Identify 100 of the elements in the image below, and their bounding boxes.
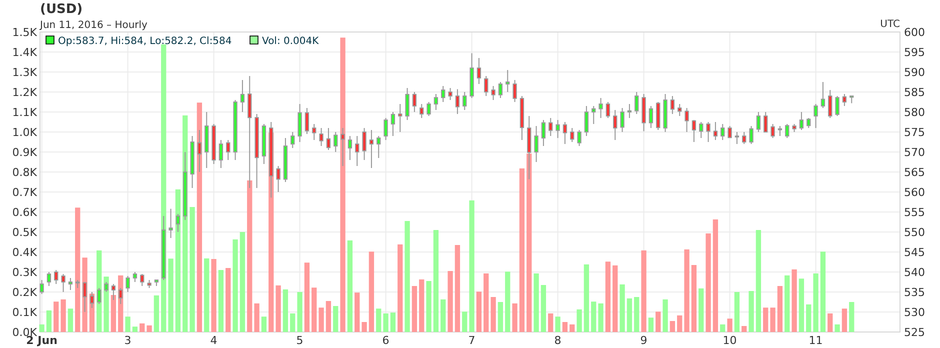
candlestick [68, 278, 73, 290]
candlestick [298, 104, 302, 142]
candlestick [348, 136, 352, 160]
candlestick [785, 124, 790, 138]
bar [548, 313, 554, 332]
bar [140, 323, 145, 332]
candlestick [734, 132, 740, 144]
chart-subtitle: Jun 11, 2016 – Hourly [39, 20, 148, 31]
x-tick-label: 8 [554, 334, 562, 347]
candlestick [326, 128, 331, 150]
bar [712, 219, 718, 332]
bar [154, 295, 160, 332]
candlestick [770, 124, 775, 138]
candlestick [512, 80, 517, 102]
bar [146, 325, 152, 332]
bar [828, 313, 833, 332]
candlestick [806, 118, 811, 128]
y-tick-label: 0.5K [12, 226, 38, 239]
bar [656, 312, 661, 332]
bar [46, 310, 52, 332]
candlestick [548, 118, 553, 136]
y-tick-label: 0.1K [12, 306, 38, 319]
candlestick [678, 104, 682, 116]
annotation: Vol: 0.004K [262, 36, 320, 47]
bar [792, 269, 797, 332]
candlestick [426, 102, 431, 116]
candlestick [218, 140, 224, 168]
bar [512, 303, 518, 332]
candlestick [606, 102, 610, 118]
bar [354, 292, 360, 332]
y2-tick-label: 535 [904, 286, 925, 299]
candlestick [40, 280, 44, 294]
candlestick [613, 110, 618, 140]
bar [555, 316, 560, 332]
y2-tick-label: 600 [904, 26, 925, 39]
bar [68, 308, 74, 332]
candlestick [434, 94, 438, 110]
bar [648, 318, 654, 332]
bar [347, 240, 353, 332]
candlestick [319, 128, 324, 146]
bar [440, 299, 446, 332]
bar [842, 308, 848, 332]
candlestick [276, 166, 280, 192]
candlestick [756, 112, 761, 132]
candlestick [484, 76, 488, 96]
candlestick [577, 130, 582, 146]
bar [748, 291, 754, 332]
bar [290, 313, 296, 332]
y-tick-label: 0.3K [12, 266, 38, 279]
candlestick [455, 88, 460, 114]
bar [368, 252, 374, 332]
y-tick-label: 0.4K [12, 246, 38, 259]
bar [806, 304, 812, 332]
candlestick [355, 136, 360, 166]
bar [254, 303, 260, 332]
x-tick-label: 5 [296, 334, 304, 347]
bar [54, 302, 59, 332]
candlestick [570, 128, 574, 142]
candlestick [197, 130, 202, 172]
candlestick [498, 82, 503, 98]
y2-tick-label: 530 [904, 306, 925, 319]
y-tick-label: 1.3K [12, 66, 38, 79]
bar [247, 180, 252, 332]
bar [412, 286, 418, 332]
x-tick-label: 9 [640, 334, 648, 347]
candlestick [828, 90, 832, 118]
bar [798, 278, 804, 332]
candlestick [713, 122, 718, 140]
x-tick-label: 10 [722, 334, 737, 347]
bar [383, 313, 388, 332]
candlestick [692, 120, 696, 142]
y2-tick-label: 570 [904, 146, 925, 159]
candlestick [742, 132, 746, 144]
candlestick [240, 80, 245, 112]
bar [75, 208, 80, 332]
candlestick [441, 86, 446, 102]
bar [433, 230, 439, 332]
bar [226, 268, 231, 332]
candlestick [334, 132, 338, 152]
bar [684, 249, 690, 332]
candlestick [476, 58, 482, 84]
candlestick [340, 128, 345, 166]
candlestick [362, 128, 366, 160]
bar [362, 322, 367, 332]
candlestick [620, 108, 624, 132]
bar [742, 326, 747, 332]
candlestick [764, 112, 768, 132]
bar [576, 309, 582, 332]
candlestick [376, 136, 381, 158]
bar [376, 308, 382, 332]
y2-tick-label: 595 [904, 46, 925, 59]
candlestick [54, 270, 58, 284]
candlestick [104, 282, 108, 292]
candlestick [390, 112, 396, 136]
bar [454, 245, 460, 332]
annotation: Op:583.7, Hi:584, Lo:582.2, Cl:584 [58, 36, 232, 47]
chart-title: (USD) [40, 2, 83, 17]
bar [333, 306, 338, 332]
bar [706, 233, 711, 332]
candlestick [556, 120, 560, 138]
